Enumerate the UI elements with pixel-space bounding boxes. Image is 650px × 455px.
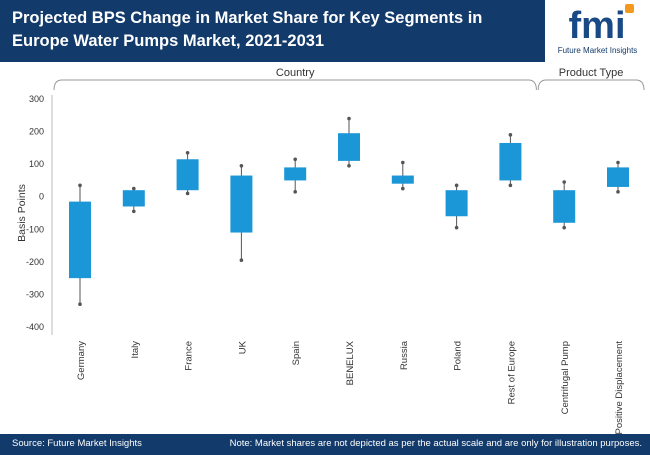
whisker-max-point	[78, 183, 82, 188]
x-tick-label: Positive Displacement	[614, 341, 625, 434]
whisker-min-point	[293, 190, 298, 194]
chart-title: Projected BPS Change in Market Share for…	[12, 9, 483, 50]
box-9	[553, 190, 576, 223]
whisker-max-point	[347, 116, 351, 121]
x-tick-label: Poland	[453, 341, 464, 371]
fmi-logo-icon: fmi	[569, 4, 634, 44]
whisker-min-point	[185, 191, 190, 196]
whisker-min-point	[401, 186, 405, 191]
note-text: Note: Market shares are not depicted as …	[229, 438, 642, 449]
y-tick-label: -100	[26, 224, 44, 234]
box-8	[499, 142, 522, 181]
whisker-max-point	[132, 186, 136, 191]
box-5	[338, 133, 360, 161]
whisker-min-point	[132, 209, 136, 214]
y-tick-label: 300	[29, 94, 44, 104]
footer-bar: Source: Future Market Insights Note: Mar…	[0, 434, 650, 455]
whisker-min-point	[454, 225, 459, 230]
logo-letters: fmi	[569, 5, 626, 44]
box-7	[445, 190, 468, 217]
box-0	[69, 201, 91, 279]
whisker-max-point	[401, 160, 405, 165]
y-tick-label: -400	[26, 322, 44, 332]
x-tick-label: BENELUX	[345, 340, 356, 385]
header-bar: Projected BPS Change in Market Share for…	[0, 0, 650, 62]
whisker-min-point	[616, 190, 620, 194]
whisker-max-point	[185, 150, 190, 155]
whisker-min-point	[239, 258, 244, 263]
x-tick-label: Italy	[130, 341, 141, 359]
x-tick-label: France	[184, 341, 195, 371]
y-tick-label: 200	[29, 127, 44, 137]
source-text: Source: Future Market Insights	[12, 438, 142, 449]
logo-text: Future Market Insights	[557, 46, 638, 55]
x-tick-label: Spain	[291, 341, 302, 365]
x-tick-label: Rest of Europe	[506, 341, 517, 404]
y-tick-label: -200	[26, 257, 44, 267]
x-tick-label: Centrifugal Pump	[560, 341, 571, 414]
whisker-max-point	[562, 180, 566, 184]
group-label: Country	[276, 67, 315, 79]
x-tick-label: UK	[237, 340, 248, 354]
y-tick-label: 100	[29, 159, 44, 169]
y-tick-label: -300	[26, 289, 44, 299]
whisker-max-point	[239, 163, 244, 168]
box-plot-chart: Country Product Type 300 200 100 0 -100 -200 -30…	[16, 67, 645, 434]
whisker-min-point	[78, 302, 82, 306]
whisker-max-point	[454, 183, 459, 188]
x-tick-label: Russia	[399, 340, 410, 370]
group-bracket	[537, 79, 645, 91]
whisker-min-point	[347, 163, 351, 168]
whisker-max-point	[508, 133, 513, 137]
whisker-min-point	[508, 183, 513, 188]
box-6	[391, 175, 414, 184]
group-bracket	[53, 79, 537, 91]
box-4	[284, 167, 307, 181]
whisker-max-point	[616, 160, 620, 165]
y-axis-label: Basis Points	[16, 184, 28, 242]
whisker-min-point	[562, 225, 566, 230]
whisker-max-point	[293, 157, 298, 162]
box-3	[230, 175, 253, 233]
group-label: Product Type	[559, 67, 624, 79]
box-10	[607, 167, 629, 187]
logo: fmi Future Market Insights	[545, 0, 650, 62]
box-2	[176, 159, 199, 191]
x-tick-label: Germany	[76, 341, 87, 380]
y-tick-label: 0	[39, 192, 44, 202]
box-1	[122, 190, 145, 207]
